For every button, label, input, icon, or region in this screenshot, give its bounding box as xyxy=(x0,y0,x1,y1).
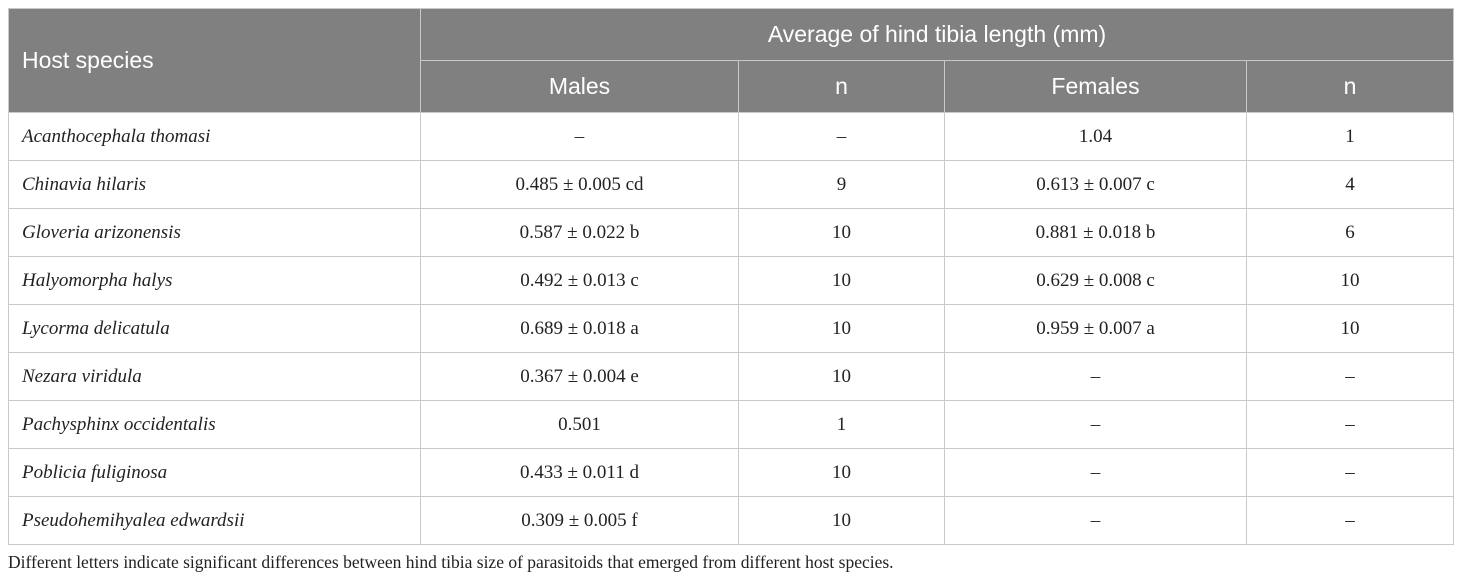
n-males-cell: 1 xyxy=(738,400,945,449)
n-females-cell: – xyxy=(1246,352,1454,401)
species-cell: Lycorma delicatula xyxy=(8,304,421,353)
table-row: Nezara viridula 0.367 ± 0.004 e 10– – xyxy=(8,352,1454,401)
species-cell: Acanthocephala thomasi xyxy=(8,112,421,161)
n-males-cell: 9 xyxy=(738,160,945,209)
tibia-length-table: Host species Average of hind tibia lengt… xyxy=(8,8,1454,545)
n-males-header: n xyxy=(738,60,945,113)
females-value-cell: 0.959 ± 0.007 a xyxy=(944,304,1247,353)
males-value-cell: – xyxy=(420,112,739,161)
n-females-cell: – xyxy=(1246,400,1454,449)
males-value-cell: 0.485 ± 0.005 cd xyxy=(420,160,739,209)
females-value-cell: – xyxy=(944,448,1247,497)
n-males-cell: 10 xyxy=(738,256,945,305)
females-value-cell: – xyxy=(944,496,1247,545)
table-row: Pseudohemihyalea edwardsii 0.309 ± 0.005 … xyxy=(8,496,1454,545)
n-females-cell: 4 xyxy=(1246,160,1454,209)
n-females-cell: – xyxy=(1246,496,1454,545)
table-row: Poblicia fuliginosa 0.433 ± 0.011 d 10– – xyxy=(8,448,1454,497)
females-header: Females xyxy=(944,60,1247,113)
females-value-cell: 1.04 xyxy=(944,112,1247,161)
species-cell: Gloveria arizonensis xyxy=(8,208,421,257)
table-body: Acanthocephala thomasi – –1.04 1 Chinavia hi… xyxy=(8,112,1454,545)
n-females-cell: 10 xyxy=(1246,256,1454,305)
females-value-cell: 0.629 ± 0.008 c xyxy=(944,256,1247,305)
table-row: Chinavia hilaris 0.485 ± 0.005 cd 9 0.613 ±… xyxy=(8,160,1454,209)
males-value-cell: 0.433 ± 0.011 d xyxy=(420,448,739,497)
species-cell: Pseudohemihyalea edwardsii xyxy=(8,496,421,545)
n-males-cell: 10 xyxy=(738,304,945,353)
n-females-cell: – xyxy=(1246,448,1454,497)
n-females-cell: 10 xyxy=(1246,304,1454,353)
species-cell: Poblicia fuliginosa xyxy=(8,448,421,497)
header-row-1: Host species Average of hind tibia lengt… xyxy=(8,8,1454,113)
males-value-cell: 0.689 ± 0.018 a xyxy=(420,304,739,353)
females-value-cell: – xyxy=(944,400,1247,449)
species-cell: Chinavia hilaris xyxy=(8,160,421,209)
n-females-cell: 6 xyxy=(1246,208,1454,257)
species-cell: Halyomorpha halys xyxy=(8,256,421,305)
species-cell: Pachysphinx occidentalis xyxy=(8,400,421,449)
n-males-cell: 10 xyxy=(738,208,945,257)
females-value-cell: 0.613 ± 0.007 c xyxy=(944,160,1247,209)
n-females-header: n xyxy=(1246,60,1454,113)
n-males-cell: 10 xyxy=(738,496,945,545)
table-footnote: Different letters indicate significant d… xyxy=(8,552,894,572)
host-species-header: Host species xyxy=(8,8,421,113)
n-males-cell: 10 xyxy=(738,448,945,497)
header-row-2: Males n Females n xyxy=(9,60,1454,113)
females-value-cell: – xyxy=(944,352,1247,401)
males-header: Males xyxy=(420,60,739,113)
table-row: Halyomorpha halys 0.492 ± 0.013 c 10 0.629 … xyxy=(8,256,1454,305)
group-title-header: Average of hind tibia length (mm) xyxy=(420,8,1454,61)
n-males-cell: – xyxy=(738,112,945,161)
males-value-cell: 0.492 ± 0.013 c xyxy=(420,256,739,305)
species-cell: Nezara viridula xyxy=(8,352,421,401)
table-row: Lycorma delicatula 0.689 ± 0.018 a 10 0.959… xyxy=(8,304,1454,353)
males-value-cell: 0.309 ± 0.005 f xyxy=(420,496,739,545)
table-row: Gloveria arizonensis 0.587 ± 0.022 b 10 0.8… xyxy=(8,208,1454,257)
table-row: Pachysphinx occidentalis 0.501 1– – xyxy=(8,400,1454,449)
table-row: Acanthocephala thomasi – –1.04 1 xyxy=(8,112,1454,161)
table-container: Host species Average of hind tibia lengt… xyxy=(8,8,1454,573)
n-females-cell: 1 xyxy=(1246,112,1454,161)
males-value-cell: 0.587 ± 0.022 b xyxy=(420,208,739,257)
females-value-cell: 0.881 ± 0.018 b xyxy=(944,208,1247,257)
males-value-cell: 0.367 ± 0.004 e xyxy=(420,352,739,401)
n-males-cell: 10 xyxy=(738,352,945,401)
males-value-cell: 0.501 xyxy=(420,400,739,449)
